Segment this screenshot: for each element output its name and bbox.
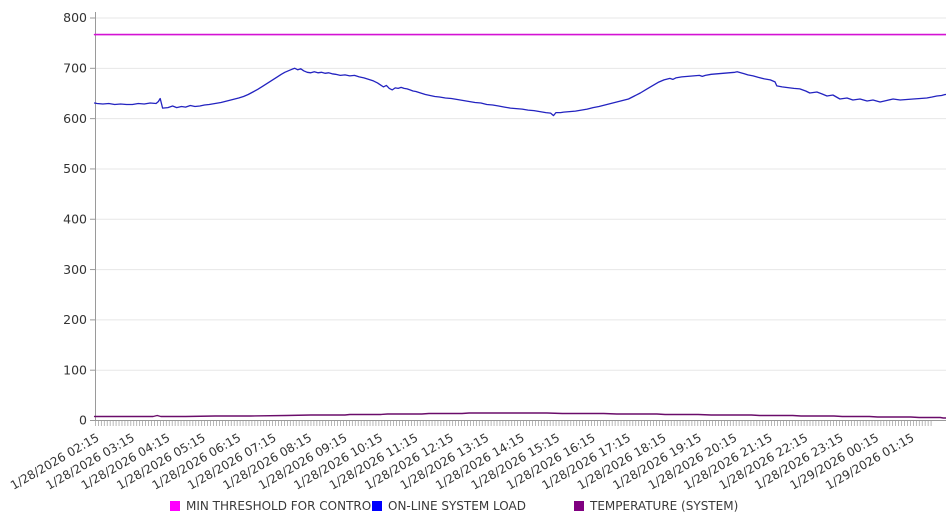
legend-item-min-threshold: MIN THRESHOLD FOR CONTROL [170, 499, 378, 513]
svg-text:200: 200 [63, 312, 87, 327]
legend-swatch-system-load-icon [372, 501, 382, 511]
svg-text:700: 700 [63, 61, 87, 76]
legend-item-temperature: TEMPERATURE (SYSTEM) [574, 499, 776, 513]
svg-text:800: 800 [63, 10, 87, 25]
svg-text:0: 0 [79, 413, 87, 428]
svg-text:500: 500 [63, 161, 87, 176]
svg-text:300: 300 [63, 262, 87, 277]
svg-text:100: 100 [63, 362, 87, 377]
legend-swatch-temperature-icon [574, 501, 584, 511]
svg-text:400: 400 [63, 211, 87, 226]
legend-swatch-min-threshold-icon [170, 501, 180, 511]
chart-legend: MIN THRESHOLD FOR CONTROL ON-LINE SYSTEM… [0, 494, 946, 518]
legend-item-system-load: ON-LINE SYSTEM LOAD [372, 499, 574, 513]
legend-label-min-threshold: MIN THRESHOLD FOR CONTROL [186, 499, 378, 513]
legend-label-temperature: TEMPERATURE (SYSTEM) [590, 499, 739, 513]
legend-label-system-load: ON-LINE SYSTEM LOAD [388, 499, 526, 513]
svg-text:600: 600 [63, 111, 87, 126]
